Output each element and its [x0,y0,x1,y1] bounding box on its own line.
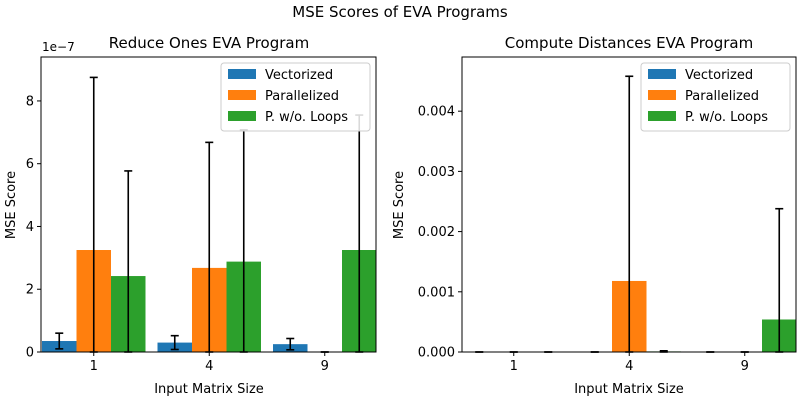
legend-label: Parallelized [685,89,759,104]
y-axis-label: MSE Score [392,171,407,239]
legend-box [220,62,371,132]
chart-panel-reduce-ones: Reduce Ones EVA Program Input Matrix Siz… [4,34,377,397]
legend: Vectorized Parallelized P. w/o. Loops [640,62,791,132]
y-axis-label: MSE Score [4,171,19,239]
legend-label: Parallelized [265,89,339,104]
legend-label: P. w/o. Loops [685,110,768,125]
x-tick-label: 1 [510,359,518,374]
y-axis-offset-text: 1e−7 [42,40,75,54]
figure-suptitle: MSE Scores of EVA Programs [292,3,508,21]
plot-area-reduce-ones: 1 4 9 0 2 4 6 8 Vectorized Parallelized P. w/o. Lo… [26,56,377,374]
legend-swatch [228,69,256,79]
plot-area-compute-distances: 1 4 9 0.000 0.001 0.002 0.003 0.004 Vectorized Pa… [418,56,797,374]
x-tick-label: 4 [205,359,213,374]
legend-swatch [228,111,256,121]
y-tick-label: 0.000 [418,346,455,361]
chart-title: Compute Distances EVA Program [505,34,753,52]
x-axis-label: Input Matrix Size [154,382,264,397]
y-tick-label: 0 [26,346,34,361]
axes-frame [461,56,797,353]
x-tick-label: 1 [90,359,98,374]
chart-title: Reduce Ones EVA Program [109,34,309,52]
y-tick-label: 0.004 [418,105,455,120]
x-tick-label: 9 [741,359,749,374]
axes-frame [40,56,377,353]
y-tick-label: 0.002 [418,225,455,240]
y-tick-label: 4 [26,220,34,235]
y-tick-label: 6 [26,157,34,172]
legend-swatch [648,69,676,79]
legend: Vectorized Parallelized P. w/o. Loops [220,62,371,132]
y-tick-label: 8 [26,94,34,109]
legend-box [640,62,791,132]
x-tick-label: 4 [625,359,633,374]
legend-swatch [648,90,676,100]
y-tick-label: 0.001 [418,285,455,300]
y-tick-label: 2 [26,283,34,298]
chart-panel-compute-distances: Compute Distances EVA Program Input Matr… [392,34,797,397]
legend-label: P. w/o. Loops [265,110,348,125]
y-tick-label: 0.003 [418,165,455,180]
x-tick-label: 9 [321,359,329,374]
legend-label: Vectorized [685,68,753,83]
x-axis-label: Input Matrix Size [574,382,684,397]
legend-label: Vectorized [265,68,333,83]
legend-swatch [648,111,676,121]
legend-swatch [228,90,256,100]
